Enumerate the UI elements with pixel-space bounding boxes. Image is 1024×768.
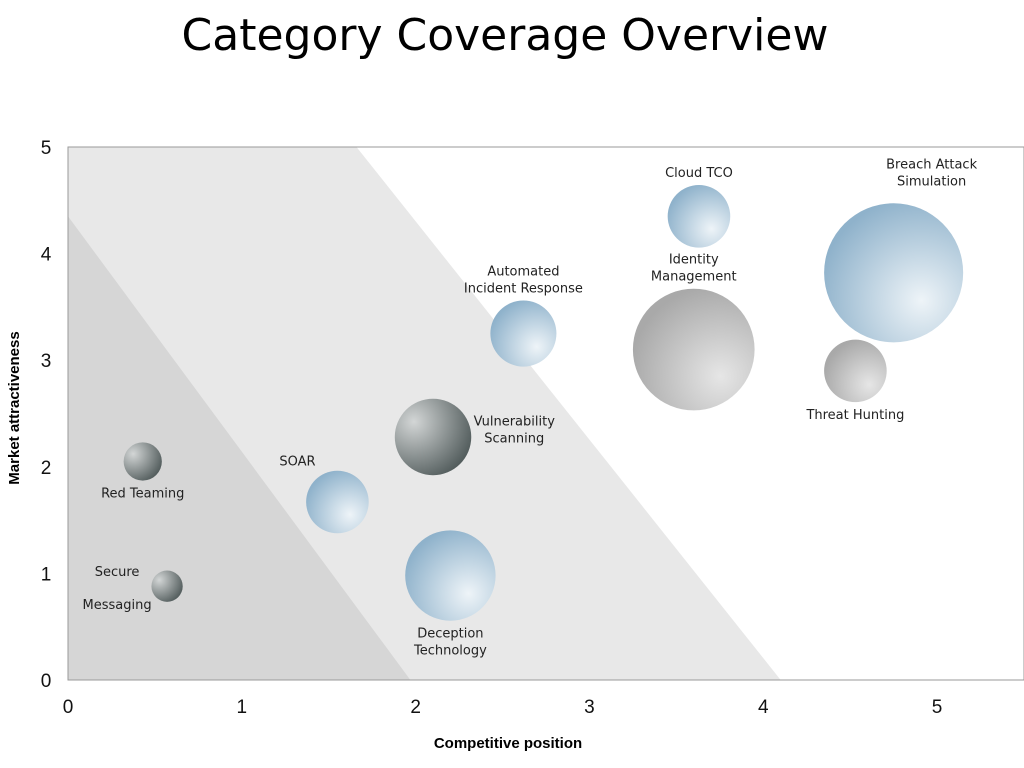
bubble-label: Messaging: [83, 598, 152, 613]
y-tick-label: 0: [41, 671, 52, 692]
bubble: [824, 203, 964, 343]
bubble-label: Scanning: [484, 431, 544, 446]
bubble: [405, 530, 496, 621]
bubble-label: Incident Response: [464, 282, 583, 297]
bubble: [632, 288, 755, 411]
chart-title: Category Coverage Overview: [181, 10, 829, 61]
bubble: [824, 339, 887, 403]
y-tick-label: 1: [41, 564, 52, 585]
zone-low: [68, 216, 411, 681]
y-axis-label: Market attractiveness: [6, 331, 23, 484]
x-tick-label: 0: [63, 697, 74, 718]
bubble: [490, 300, 557, 367]
y-tick-label: 5: [41, 138, 52, 159]
x-tick-label: 3: [584, 697, 595, 718]
bubble-label: Technology: [413, 644, 487, 659]
plot-frame: [67, 146, 1024, 681]
x-axis-label: Competitive position: [434, 735, 582, 752]
bubble-label: Breach Attack: [886, 157, 977, 172]
bubble-label: Identity: [669, 253, 719, 268]
bubble: [123, 442, 162, 481]
bubble-layer: Cloud TCO Breach Attack Simulation Identity…: [83, 157, 978, 658]
bubble-label: Deception: [417, 627, 483, 642]
bubble-label: Simulation: [897, 174, 966, 189]
bubble-label: Management: [651, 270, 737, 285]
y-tick-label: 3: [41, 351, 52, 372]
x-tick-label: 1: [237, 697, 248, 718]
bubble-label: SOAR: [279, 455, 315, 470]
bubble: [394, 398, 472, 476]
bubble-label: Threat Hunting: [805, 408, 904, 423]
x-tick-label: 5: [932, 697, 943, 718]
bubble-label: Cloud TCO: [665, 166, 733, 181]
bubble: [306, 470, 369, 534]
tick-layer: 0 1 2 3 4 5 0 1 2 3 4 5: [41, 138, 943, 718]
bubble-label: Red Teaming: [101, 487, 184, 502]
bubble: [151, 570, 183, 602]
x-tick-label: 2: [410, 697, 421, 718]
x-tick-label: 4: [758, 697, 769, 718]
bubble-label: Automated: [487, 265, 559, 280]
bubble: [667, 185, 731, 248]
bubble-label: Vulnerability: [474, 414, 556, 429]
y-tick-label: 4: [41, 245, 52, 266]
bubble-label: Secure: [95, 565, 140, 580]
y-tick-label: 2: [41, 458, 52, 479]
